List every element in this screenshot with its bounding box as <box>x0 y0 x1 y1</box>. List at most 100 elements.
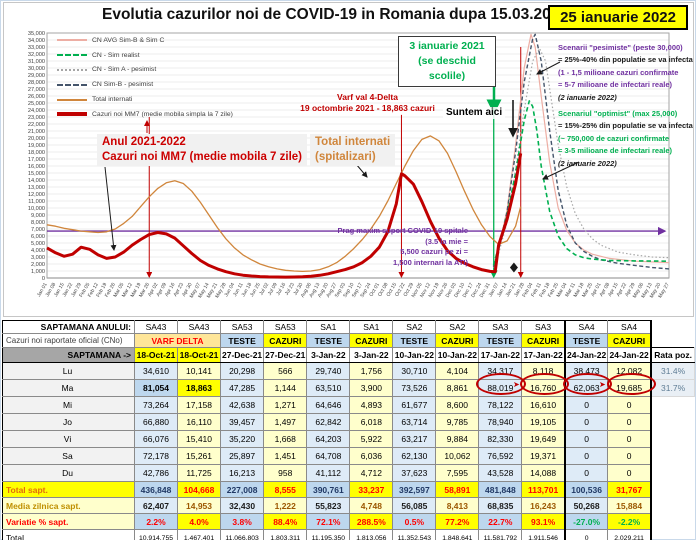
table-cell[interactable]: 1,848,641 <box>435 529 480 540</box>
table-cell[interactable]: 16,243 <box>521 497 566 514</box>
table-cell[interactable]: 436,848 <box>134 481 178 498</box>
table-cell[interactable]: 288.5% <box>349 513 394 530</box>
table-cell[interactable]: 10,141 <box>177 362 221 380</box>
table-cell[interactable]: 6,018 <box>349 413 394 431</box>
table-cell[interactable]: 9,785 <box>435 413 480 431</box>
table-cell[interactable]: 32,430 <box>219 497 265 514</box>
table-cell[interactable]: 0 <box>563 396 609 414</box>
table-cell[interactable]: 72.1% <box>306 513 351 530</box>
table-cell[interactable]: 958 <box>263 464 308 482</box>
column-type-header[interactable]: CAZURI <box>349 333 394 348</box>
table-cell[interactable]: 29,740 <box>306 362 351 380</box>
table-cell[interactable]: 1,911,546 <box>521 529 566 540</box>
table-cell[interactable]: 227,008 <box>219 481 265 498</box>
varf-delta-header[interactable]: VARF DELTA <box>134 333 221 348</box>
table-cell[interactable]: 17,158 <box>177 396 221 414</box>
table-cell[interactable]: 34,317 <box>478 362 523 380</box>
table-cell[interactable]: 88.4% <box>263 513 308 530</box>
table-cell[interactable]: 73,526 <box>392 379 437 397</box>
table-cell[interactable]: 30,710 <box>392 362 437 380</box>
positivity-rate-value[interactable] <box>651 414 695 431</box>
table-cell[interactable]: 82,330 <box>478 430 523 448</box>
table-cell[interactable]: 9,884 <box>435 430 480 448</box>
table-cell[interactable]: 0 <box>607 430 652 448</box>
week-number[interactable]: SA2 <box>435 320 480 334</box>
table-cell[interactable]: 43,528 <box>478 464 523 482</box>
table-cell[interactable]: 0 <box>607 396 652 414</box>
table-cell[interactable]: 0 <box>607 447 652 465</box>
row-label[interactable]: Lu <box>2 362 135 380</box>
week-date-header[interactable]: 10-Jan-22 <box>392 347 437 363</box>
table-cell[interactable]: 73,264 <box>134 396 178 414</box>
table-cell[interactable]: 41,112 <box>306 464 351 482</box>
positivity-rate-value[interactable] <box>651 465 695 482</box>
week-date-header[interactable]: 18-Oct-21 <box>134 347 178 363</box>
week-date-header[interactable]: 27-Dec-21 <box>219 347 265 363</box>
table-cell[interactable]: 8,118 <box>521 362 566 380</box>
table-cell[interactable]: 0 <box>563 464 609 482</box>
table-cell[interactable]: 55,823 <box>306 497 351 514</box>
table-cell[interactable]: 64,646 <box>306 396 351 414</box>
table-cell[interactable]: 10,914,755 <box>134 529 178 540</box>
table-cell[interactable]: 1,144 <box>263 379 308 397</box>
table-cell[interactable]: 19,649 <box>521 430 566 448</box>
column-type-header[interactable]: TESTE <box>392 333 437 348</box>
table-cell[interactable]: 63,510 <box>306 379 351 397</box>
table-cell[interactable]: 16,760 <box>521 379 566 397</box>
table-cell[interactable]: 56,085 <box>392 497 437 514</box>
table-cell[interactable]: 16,110 <box>177 413 221 431</box>
positivity-rate-value[interactable] <box>651 448 695 465</box>
table-cell[interactable]: 5,922 <box>349 430 394 448</box>
table-cell[interactable]: 39,457 <box>219 413 265 431</box>
table-cell[interactable]: 392,597 <box>392 481 437 498</box>
table-cell[interactable]: 33,237 <box>349 481 394 498</box>
table-cell[interactable]: 88,019 <box>478 379 523 397</box>
table-cell[interactable]: 1,497 <box>263 413 308 431</box>
table-cell[interactable]: 15,261 <box>177 447 221 465</box>
table-cell[interactable]: 47,285 <box>219 379 265 397</box>
week-date-header[interactable]: 3-Jan-22 <box>349 347 394 363</box>
table-cell[interactable]: 11,195,350 <box>306 529 351 540</box>
positivity-rate-value[interactable] <box>651 431 695 448</box>
week-number[interactable]: SA53 <box>219 320 265 334</box>
week-date-header[interactable]: 18-Oct-21 <box>177 347 221 363</box>
table-cell[interactable]: 42,786 <box>134 464 178 482</box>
week-date-header[interactable]: 17-Jan-22 <box>521 347 566 363</box>
table-cell[interactable]: 104,668 <box>177 481 221 498</box>
column-type-header[interactable]: CAZURI <box>521 333 566 348</box>
table-cell[interactable]: 390,761 <box>306 481 351 498</box>
positivity-rate-value[interactable]: 31.7% <box>650 379 696 397</box>
table-cell[interactable]: 12,082 <box>607 362 652 380</box>
table-cell[interactable] <box>651 530 695 540</box>
table-cell[interactable]: 0 <box>607 464 652 482</box>
table-cell[interactable]: 3,900 <box>349 379 394 397</box>
table-cell[interactable]: 16,610 <box>521 396 566 414</box>
table-cell[interactable]: 66,880 <box>134 413 178 431</box>
table-cell[interactable]: 63,714 <box>392 413 437 431</box>
row-label[interactable]: Du <box>2 464 135 482</box>
table-cell[interactable]: 64,203 <box>306 430 351 448</box>
table-cell[interactable]: 0.5% <box>392 513 437 530</box>
row-label[interactable]: Jo <box>2 413 135 431</box>
positivity-rate-value[interactable] <box>651 397 695 414</box>
table-cell[interactable]: 100,536 <box>563 481 609 498</box>
table-cell[interactable]: 481,848 <box>478 481 523 498</box>
table-cell[interactable]: 0 <box>563 413 609 431</box>
table-cell[interactable]: 11,725 <box>177 464 221 482</box>
table-cell[interactable]: 19,371 <box>521 447 566 465</box>
table-cell[interactable]: 8,413 <box>435 497 480 514</box>
row-label[interactable]: Total sapt. <box>2 481 135 498</box>
week-number[interactable]: SA1 <box>306 320 351 334</box>
table-cell[interactable]: 1,756 <box>349 362 394 380</box>
row-label[interactable]: Mi <box>2 396 135 414</box>
column-type-header[interactable]: TESTE <box>306 333 351 348</box>
week-date-header[interactable]: 3-Jan-22 <box>306 347 351 363</box>
table-cell[interactable]: 11,352,543 <box>392 529 437 540</box>
table-cell[interactable]: 15,410 <box>177 430 221 448</box>
column-type-header[interactable]: TESTE <box>478 333 523 348</box>
table-cell[interactable]: 4,893 <box>349 396 394 414</box>
week-date-header[interactable]: 27-Dec-21 <box>263 347 308 363</box>
row-label[interactable]: Ma <box>2 379 135 397</box>
table-cell[interactable]: 34,610 <box>134 362 178 380</box>
table-cell[interactable]: 62,842 <box>306 413 351 431</box>
